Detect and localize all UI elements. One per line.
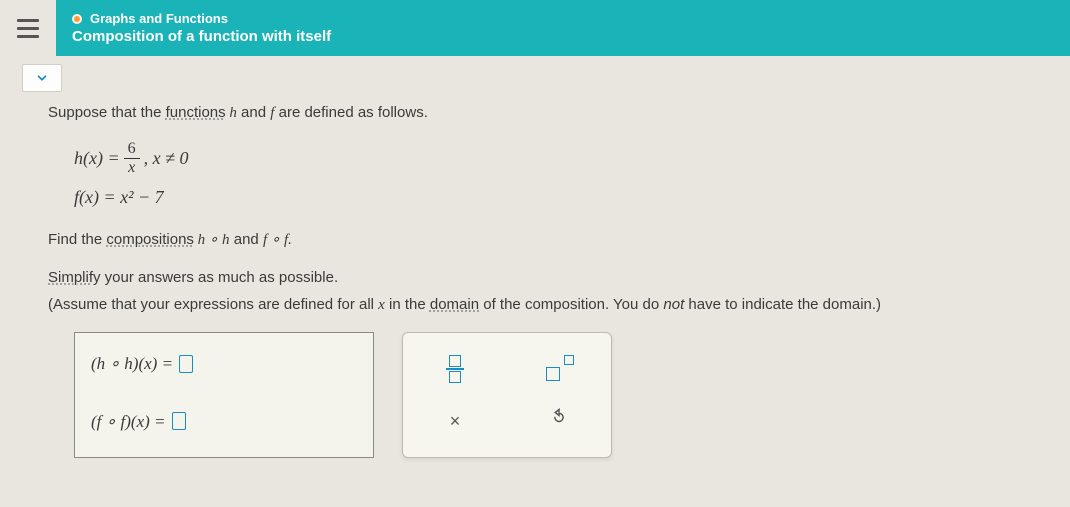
h-definition: h(x) = 6 x , x ≠ 0 [74,141,1042,176]
content-area: Suppose that the functions h and f are d… [0,56,1070,458]
hoh-input[interactable] [179,355,193,373]
note-pre: (Assume that your expressions are define… [48,296,378,313]
intro-and: and [237,104,270,121]
compositions-link[interactable]: compositions [106,231,194,248]
simplify-link[interactable]: Simplify [48,269,101,286]
fof-input[interactable] [172,412,186,430]
h-fraction: 6 x [124,141,140,176]
exponent-icon [544,355,574,383]
chevron-down-icon [35,71,49,85]
fraction-tool-button[interactable] [433,349,477,389]
menu-button[interactable] [0,0,56,56]
exponent-tool-button[interactable] [537,349,581,389]
answer-box: (h ∘ h)(x) = (f ∘ f)(x) = [74,332,374,458]
answer-row: (h ∘ h)(x) = (f ∘ f)(x) = [74,332,1042,458]
intro-tail: are defined as follows. [274,104,427,121]
find-hoh: h ∘ h [194,232,230,248]
intro-text: Suppose that the functions h and f are d… [48,102,1042,125]
simplify-text: Simplify your answers as much as possibl… [48,267,1042,290]
find-and: and [230,231,263,248]
category-label: Graphs and Functions [90,11,228,26]
find-fof: f ∘ f. [263,232,292,248]
math-tool-panel: × [402,332,612,458]
h-cond: , x ≠ 0 [144,145,189,172]
intro-pre: Suppose that the [48,104,166,121]
fraction-icon [446,355,464,383]
definitions: h(x) = 6 x , x ≠ 0 f(x) = x² − 7 [74,141,1042,211]
category-bullet-icon [72,14,82,24]
answer-hoh: (h ∘ h)(x) = [91,351,357,377]
functions-link[interactable]: functions [166,104,226,121]
fof-label: (f ∘ f)(x) = [91,409,166,435]
note-p2: have to indicate the domain.) [684,296,881,313]
note-x: x [378,297,385,313]
note-em: not [663,296,684,313]
question-body: Suppose that the functions h and f are d… [0,92,1070,458]
reset-button[interactable] [537,401,581,441]
h-num: 6 [124,141,140,159]
simplify-post: your answers as much as possible. [101,269,339,286]
note-p1: of the composition. You do [479,296,663,313]
x-icon: × [450,408,461,435]
hoh-label: (h ∘ h)(x) = [91,351,173,377]
find-pre: Find the [48,231,106,248]
f-definition: f(x) = x² − 7 [74,184,1042,211]
note-mid: in the [385,296,430,313]
intro-h: h [226,105,237,121]
collapse-toggle[interactable] [22,64,62,92]
reset-icon [550,408,568,434]
header-bar: Graphs and Functions Composition of a fu… [0,0,1070,56]
clear-button[interactable]: × [433,401,477,441]
h-lhs: h(x) = [74,145,120,172]
header-titles: Graphs and Functions Composition of a fu… [56,11,331,45]
find-text: Find the compositions h ∘ h and f ∘ f. [48,229,1042,252]
h-den: x [128,159,135,176]
answer-fof: (f ∘ f)(x) = [91,409,357,435]
domain-link[interactable]: domain [430,296,479,313]
note-text: (Assume that your expressions are define… [48,294,1042,317]
topic-title: Composition of a function with itself [72,28,331,45]
